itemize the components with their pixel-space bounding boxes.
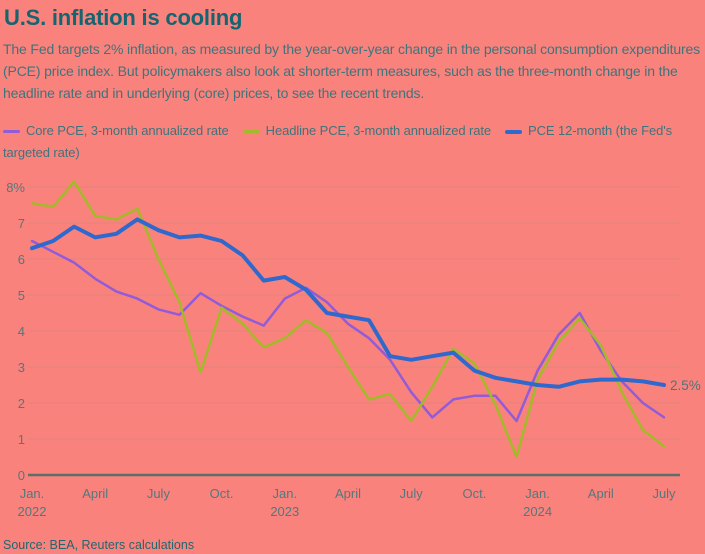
x-tick-label-27: April — [588, 486, 614, 501]
x-tick-label-21: Oct. — [462, 486, 486, 501]
y-tick-label-5: 5 — [18, 288, 25, 303]
legend-item-2: PCE 12-month (the Fed's targeted rate) — [3, 123, 672, 160]
legend-label-1: Headline PCE, 3-month annualized rate — [265, 123, 492, 138]
chart-area: 0 1 2 3 4 5 6 7 8% Jan. 2022 April July Oct. Jan. 2023 A… — [0, 178, 705, 530]
chart-legend: Core PCE, 3-month annualized rate Headlin… — [3, 120, 703, 164]
x-tick-label-6: July — [147, 486, 171, 501]
legend-label-0: Core PCE, 3-month annualized rate — [26, 123, 229, 138]
x-year-label-2022: 2022 — [18, 504, 47, 519]
chart-title: U.S. inflation is cooling — [4, 5, 243, 30]
y-tick-label-4: 4 — [18, 324, 25, 339]
series-line-2 — [30, 217, 666, 389]
x-year-label-2023: 2023 — [270, 504, 299, 519]
x-tick-label-3: April — [82, 486, 108, 501]
chart-subtitle: The Fed targets 2% inflation, as measure… — [3, 41, 700, 101]
x-tick-label-9: Oct. — [210, 486, 234, 501]
x-tick-label-18: July — [400, 486, 424, 501]
legend-swatch-0 — [3, 130, 20, 134]
y-tick-label-6: 6 — [18, 252, 25, 267]
inflation-line-chart: 0 1 2 3 4 5 6 7 8% Jan. 2022 April July Oct. Jan. 2023 A… — [6, 180, 701, 519]
y-tick-label-0: 0 — [18, 468, 25, 483]
series-line-1 — [30, 180, 666, 459]
series-line-0 — [30, 239, 666, 423]
y-tick-label-3: 3 — [18, 360, 25, 375]
legend-item-1: Headline PCE, 3-month annualized rate — [242, 123, 492, 138]
end-value-annotation: 2.5% — [670, 378, 701, 393]
x-tick-label-30: July — [652, 486, 676, 501]
x-tick-label-12: Jan. — [273, 486, 298, 501]
y-tick-label-2: 2 — [18, 396, 25, 411]
x-tick-label-24: Jan. — [525, 486, 550, 501]
legend-swatch-1 — [242, 130, 260, 134]
source-note: Source: BEA, Reuters calculations — [3, 538, 195, 552]
x-year-label-2024: 2024 — [523, 504, 552, 519]
x-tick-label-15: April — [335, 486, 361, 501]
x-tick-label-0: Jan. — [20, 486, 45, 501]
legend-item-0: Core PCE, 3-month annualized rate — [3, 123, 229, 138]
y-tick-label-1: 1 — [18, 432, 25, 447]
y-tick-label-7: 7 — [18, 216, 25, 231]
y-tick-label-8: 8% — [6, 180, 25, 195]
legend-label-2: PCE 12-month (the Fed's targeted rate) — [3, 123, 673, 160]
legend-swatch-2 — [505, 129, 523, 134]
